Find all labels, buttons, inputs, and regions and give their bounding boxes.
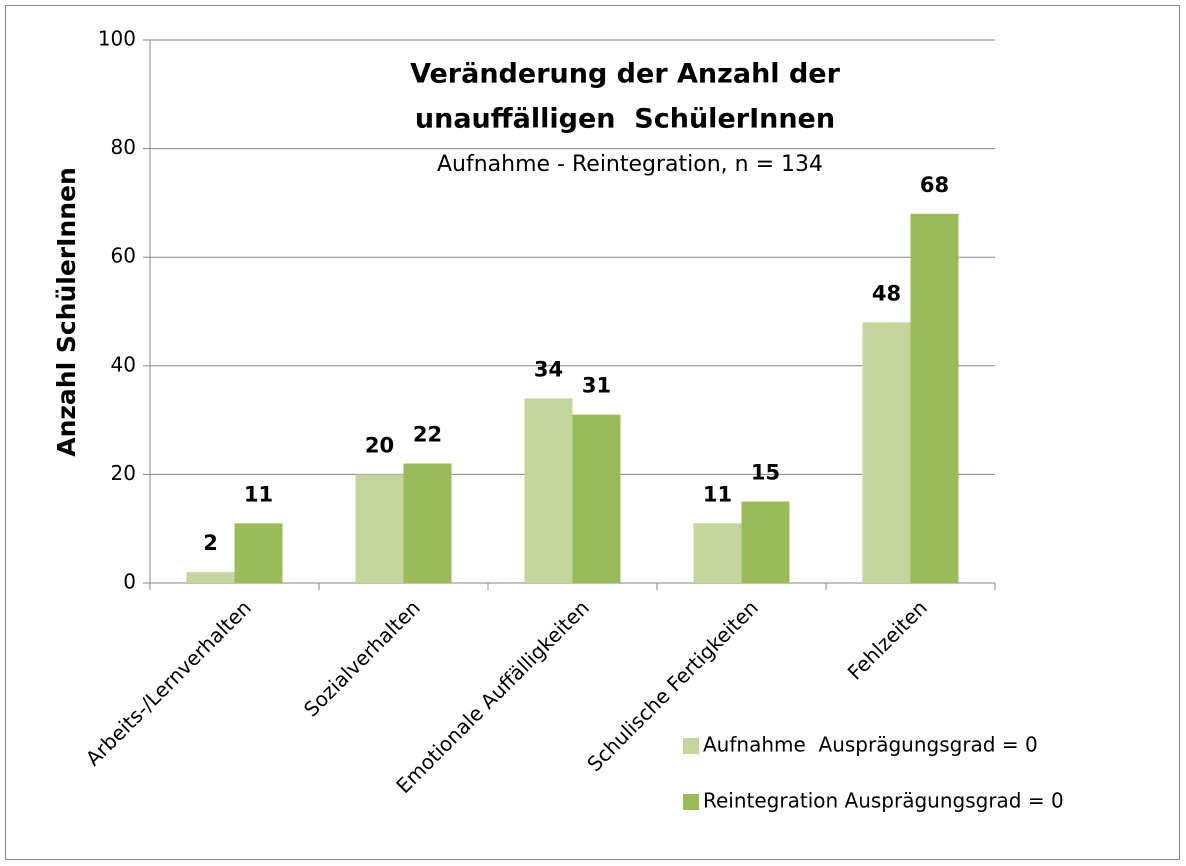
bar	[524, 398, 573, 583]
bar	[693, 523, 742, 583]
data-label: 34	[534, 357, 563, 381]
legend-swatch	[683, 794, 699, 810]
bar	[186, 572, 235, 583]
bar	[741, 501, 790, 583]
bar	[862, 322, 911, 583]
legend-label: Aufnahme Ausprägungsgrad = 0	[703, 733, 1038, 757]
y-axis-label: Anzahl SchülerInnen	[52, 167, 81, 457]
data-label: 48	[872, 281, 901, 305]
data-label: 11	[703, 482, 732, 506]
data-label: 2	[203, 531, 218, 555]
bar	[355, 474, 404, 583]
data-label: 11	[244, 482, 273, 506]
y-tick-label: 40	[111, 352, 136, 376]
bar	[572, 414, 621, 583]
data-label: 22	[413, 423, 442, 447]
legend-label: Reintegration Ausprägungsgrad = 0	[703, 789, 1064, 813]
bar	[403, 463, 452, 583]
y-tick-label: 60	[111, 244, 136, 268]
y-tick-label: 80	[111, 135, 136, 159]
bar	[234, 523, 283, 583]
y-tick-label: 20	[111, 461, 136, 485]
y-tick-label: 0	[123, 570, 136, 594]
data-label: 68	[920, 173, 949, 197]
y-tick-label: 100	[98, 27, 136, 51]
legend-swatch	[683, 738, 699, 754]
bar	[910, 213, 959, 583]
data-label: 15	[751, 461, 780, 485]
data-label: 31	[582, 374, 611, 398]
data-label: 20	[365, 433, 394, 457]
chart-title: unauffälligen SchülerInnen	[415, 104, 835, 135]
chart-subtitle: Aufnahme - Reintegration, n = 134	[437, 152, 823, 177]
chart-title: Veränderung der Anzahl der	[410, 59, 841, 90]
